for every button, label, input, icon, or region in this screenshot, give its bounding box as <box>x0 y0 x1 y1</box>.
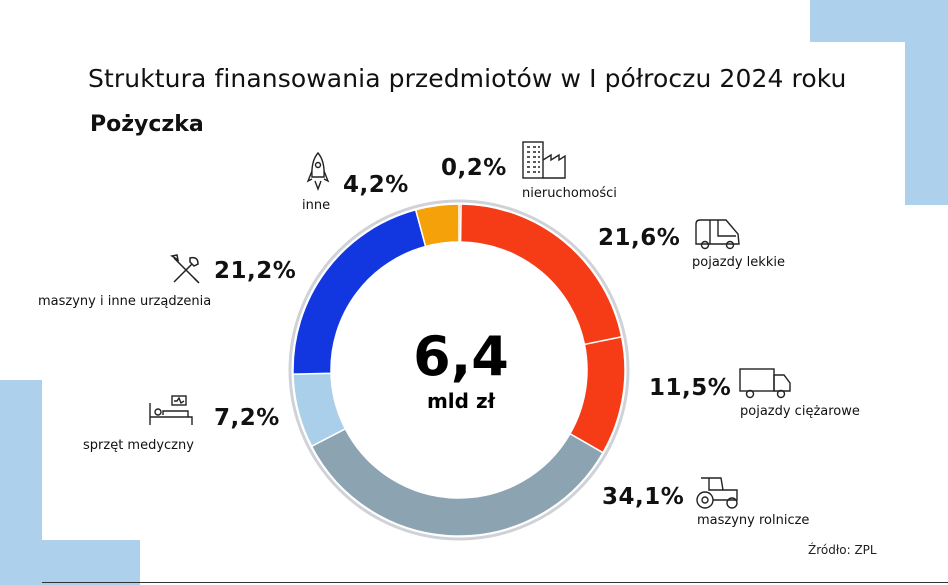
chart-title: Struktura finansowania przedmiotów w I p… <box>88 64 847 93</box>
data-label-sprzet-medyczny: 7,2% <box>214 405 280 431</box>
decor-corner-bottom-left-bar <box>0 540 140 585</box>
source-note: Źródło: ZPL <box>808 543 877 557</box>
legend-label-sprzet-medyczny: sprzęt medyczny <box>83 438 194 453</box>
data-label-maszyny-rolnicze: 34,1% <box>602 484 685 510</box>
decor-corner-top-right-bar <box>905 0 948 205</box>
legend-label-inne: inne <box>302 198 331 213</box>
legend-label-maszyny-urzadzenia: maszyny i inne urządzenia <box>38 294 212 309</box>
factory-icon <box>522 141 566 179</box>
data-label-pojazdy-lekkie: 21,6% <box>598 225 681 251</box>
outer-ring <box>288 199 630 541</box>
rocket-icon <box>306 151 330 191</box>
legend-label-maszyny-rolnicze: maszyny rolnicze <box>697 513 810 528</box>
data-label-nieruchomosci: 0,2% <box>441 155 507 181</box>
chart-subtitle: Pożyczka <box>90 112 204 137</box>
data-label-pojazdy-ciezarowe: 11,5% <box>649 375 732 401</box>
van-icon <box>695 219 740 250</box>
center-total-unit: mld zł <box>426 389 496 413</box>
donut-slice-3 <box>310 427 604 537</box>
tools-icon <box>170 254 200 284</box>
legend-label-pojazdy-ciezarowe: pojazdy ciężarowe <box>740 404 860 419</box>
donut-slices <box>292 203 626 537</box>
donut-slice-2 <box>568 335 626 454</box>
data-label-inne: 4,2% <box>343 172 409 198</box>
legend-label-nieruchomosci: nieruchomości <box>522 186 617 201</box>
legend-label-pojazdy-lekkie: pojazdy lekkie <box>692 255 785 270</box>
bottom-rule <box>42 582 948 583</box>
center-total-value: 6,4 <box>413 325 509 388</box>
data-label-maszyny-urzadzenia: 21,2% <box>214 258 297 284</box>
tractor-icon <box>696 477 738 509</box>
hospital-bed-icon <box>149 395 193 425</box>
truck-icon <box>739 368 791 399</box>
donut-slice-6 <box>414 203 460 248</box>
